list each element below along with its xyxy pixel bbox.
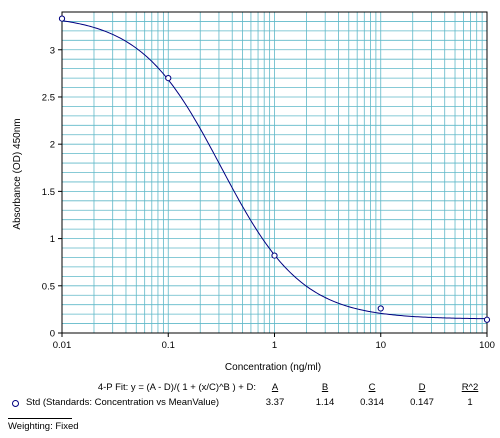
header-r2: R^2 xyxy=(461,382,479,393)
value-a: 3.37 xyxy=(265,397,285,408)
value-d: 0.147 xyxy=(410,397,434,408)
weighting-divider xyxy=(8,418,72,419)
series-marker-icon xyxy=(12,400,19,407)
y-tick-label: 1 xyxy=(50,234,55,245)
x-axis-label: Concentration (ng/ml) xyxy=(225,362,321,373)
y-tick-label: 2 xyxy=(50,140,55,151)
standard-curve-chart: 0.01 0.1 1 10 100 0 0.5 1 1.5 2 2.5 3 Concentration… xyxy=(12,11,495,373)
data-points xyxy=(58,15,491,323)
header-c: C xyxy=(368,382,376,393)
header-d: D xyxy=(418,382,426,393)
data-point xyxy=(165,74,172,82)
y-tick-label: 0.5 xyxy=(42,281,55,292)
fit-equation-label: 4-P Fit: y = (A - D)/( 1 + (x/C)^B ) + D… xyxy=(97,382,256,393)
y-axis-label: Absorbance (OD) 450nm xyxy=(12,118,23,229)
fit-header-row: 4-P Fit: y = (A - D)/( 1 + (x/C)^B ) + D… xyxy=(0,382,500,396)
value-b: 1.14 xyxy=(315,397,335,408)
y-tick-label: 2.5 xyxy=(42,92,55,103)
weighting-label: Weighting: Fixed xyxy=(8,421,79,432)
axis-ticks: 0.01 0.1 1 10 100 0 0.5 1 1.5 2 2.5 3 xyxy=(42,45,495,351)
grid-lines xyxy=(62,12,487,333)
data-point xyxy=(58,15,66,22)
header-b: B xyxy=(321,382,329,393)
x-tick-label: 0.1 xyxy=(162,340,175,351)
data-point xyxy=(483,316,491,323)
x-tick-label: 0.01 xyxy=(53,340,72,351)
y-tick-label: 1.5 xyxy=(42,187,55,198)
y-tick-label: 3 xyxy=(50,45,55,56)
x-tick-label: 10 xyxy=(375,340,386,351)
y-tick-label: 0 xyxy=(50,329,55,340)
x-tick-label: 100 xyxy=(479,340,495,351)
header-a: A xyxy=(271,382,279,393)
value-c: 0.314 xyxy=(360,397,384,408)
fit-values-row: Std (Standards: Concentration vs MeanVal… xyxy=(0,397,500,411)
value-r2: 1 xyxy=(467,397,473,408)
x-tick-label: 1 xyxy=(272,340,277,351)
series-label: Std (Standards: Concentration vs MeanVal… xyxy=(26,397,220,408)
data-point xyxy=(271,252,278,259)
data-point xyxy=(377,305,384,312)
